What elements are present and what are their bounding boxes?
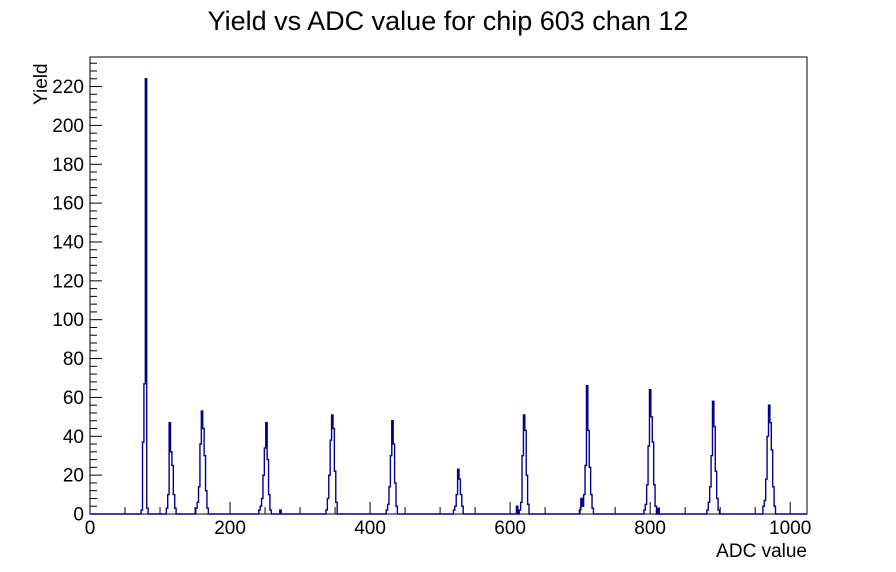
x-tick-label: 200 [214,518,246,539]
y-tick-label: 40 [63,427,84,448]
x-tick-label: 1000 [769,518,811,539]
y-tick-label: 80 [63,349,84,370]
plot-frame [89,56,808,515]
y-tick-label: 20 [63,466,84,487]
y-tick-label: 180 [52,155,84,176]
histogram-line [90,78,807,515]
y-tick-label: 120 [52,271,84,292]
y-tick-label: 160 [52,194,84,215]
y-tick-label: 220 [52,77,84,98]
y-tick-label: 140 [52,232,84,253]
x-tick-label: 0 [85,518,96,539]
x-tick-label: 800 [634,518,666,539]
x-tick-label: 600 [494,518,526,539]
chart-title: Yield vs ADC value for chip 603 chan 12 [207,6,689,36]
y-tick-label: 200 [52,116,84,137]
y-tick-label: 100 [52,310,84,331]
y-tick-label: 0 [73,505,84,526]
y-tick-label: 60 [63,388,84,409]
x-axis-title: ADC value [716,541,807,562]
x-tick-label: 400 [354,518,386,539]
